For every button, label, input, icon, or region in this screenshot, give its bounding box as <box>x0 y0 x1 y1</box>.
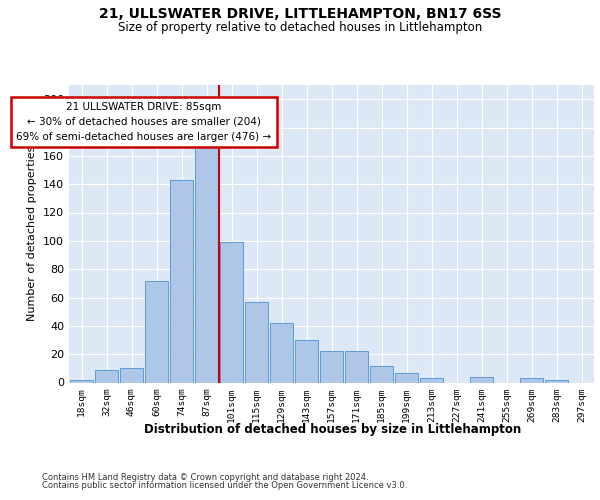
Bar <box>545 380 568 382</box>
Text: Contains HM Land Registry data © Crown copyright and database right 2024.: Contains HM Land Registry data © Crown c… <box>42 472 368 482</box>
Bar <box>295 340 319 382</box>
Text: 21 ULLSWATER DRIVE: 85sqm
← 30% of detached houses are smaller (204)
69% of semi: 21 ULLSWATER DRIVE: 85sqm ← 30% of detac… <box>16 102 272 142</box>
Text: Size of property relative to detached houses in Littlehampton: Size of property relative to detached ho… <box>118 21 482 34</box>
Bar <box>520 378 544 382</box>
Bar <box>70 380 94 382</box>
Bar <box>220 242 244 382</box>
Text: Contains public sector information licensed under the Open Government Licence v3: Contains public sector information licen… <box>42 482 407 490</box>
Bar <box>470 377 493 382</box>
Text: 21, ULLSWATER DRIVE, LITTLEHAMPTON, BN17 6SS: 21, ULLSWATER DRIVE, LITTLEHAMPTON, BN17… <box>99 8 501 22</box>
Text: Distribution of detached houses by size in Littlehampton: Distribution of detached houses by size … <box>145 422 521 436</box>
Bar <box>344 352 368 382</box>
Bar <box>170 180 193 382</box>
Bar <box>194 144 218 382</box>
Bar <box>370 366 394 382</box>
Bar <box>419 378 443 382</box>
Bar <box>95 370 118 382</box>
Y-axis label: Number of detached properties: Number of detached properties <box>28 146 37 322</box>
Bar <box>269 323 293 382</box>
Bar <box>119 368 143 382</box>
Bar <box>395 372 418 382</box>
Bar <box>145 280 169 382</box>
Bar <box>320 352 343 382</box>
Bar <box>245 302 268 382</box>
